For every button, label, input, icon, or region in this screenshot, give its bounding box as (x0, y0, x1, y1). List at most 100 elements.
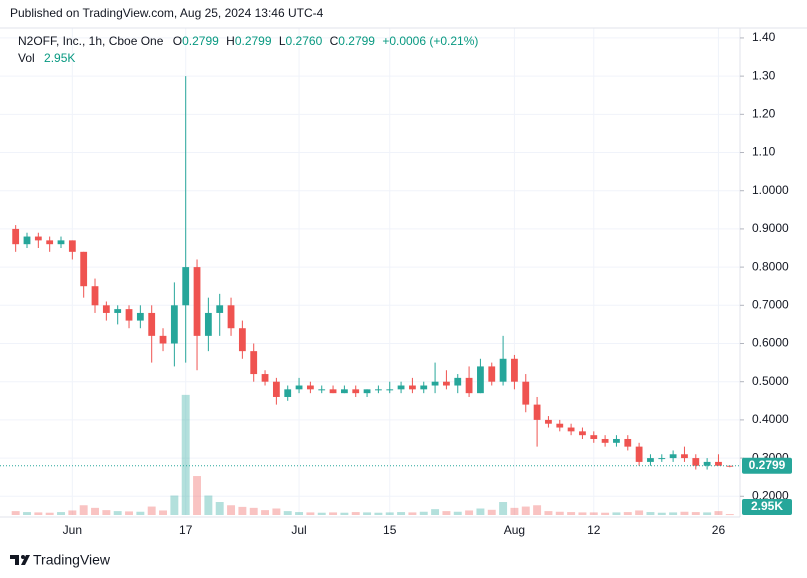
volume-bar (340, 512, 349, 515)
candle-body (34, 236, 42, 241)
candle-body (715, 461, 722, 466)
volume-bar (408, 512, 417, 515)
change: +0.0006 (+0.21%) (382, 34, 478, 48)
volume-bar (499, 502, 508, 515)
volume-bar (623, 512, 632, 515)
candle-body (465, 377, 473, 394)
candle-body (306, 385, 314, 390)
volume-bar (57, 512, 65, 515)
volume-bar (249, 507, 258, 515)
candle-body (613, 438, 620, 443)
y-tick-label: 0.7000 (752, 297, 789, 311)
candle-body (329, 389, 337, 394)
candle-body (443, 381, 450, 386)
x-tick-label: 26 (712, 523, 726, 537)
candle-body (204, 312, 212, 336)
vol-key: Vol (18, 51, 35, 65)
candle-body (669, 454, 677, 459)
h-key: H (226, 34, 235, 48)
volume-bar (419, 511, 428, 515)
volume-bar (193, 476, 202, 515)
volume-tag (742, 499, 792, 515)
y-tick-label: 0.4000 (752, 412, 789, 426)
candle-body (68, 240, 76, 252)
x-tick-label: 17 (179, 523, 193, 537)
price-tag (742, 457, 792, 474)
candle-body (363, 389, 371, 394)
h-val: 0.2799 (235, 34, 272, 48)
y-tick-label: 1.0000 (752, 183, 789, 197)
volume-bar (714, 511, 723, 515)
y-tick-label: 1.30 (752, 68, 776, 82)
candle-body (261, 374, 269, 382)
candle-body (272, 381, 280, 397)
volume-bar (669, 512, 678, 515)
x-tick-label: Jun (63, 523, 82, 537)
candle-body (386, 389, 394, 391)
volume-bar (374, 512, 383, 515)
volume-bar (521, 506, 530, 515)
candle-body (409, 385, 416, 390)
volume-bar (703, 512, 712, 515)
candle-body (23, 236, 31, 245)
volume-bar (215, 502, 224, 515)
candle-body (284, 389, 292, 397)
volume-bar (431, 509, 440, 515)
volume-bar (487, 509, 496, 515)
volume-bar (11, 511, 20, 515)
candle-body (397, 385, 405, 390)
candle-body (533, 404, 541, 420)
y-tick-label: 0.8000 (752, 259, 789, 273)
volume-bar (147, 506, 156, 515)
volume-bar (510, 507, 519, 515)
volume-bar (691, 512, 700, 515)
candle-body (477, 366, 484, 394)
x-tick-label: 12 (587, 523, 601, 537)
y-tick-label: 0.9000 (752, 221, 789, 235)
x-tick-label: Aug (504, 523, 525, 537)
volume-bar (329, 512, 338, 515)
volume-bar (170, 495, 179, 515)
volume-bar (465, 510, 474, 515)
volume-bar (102, 510, 111, 515)
volume-bar (79, 505, 88, 515)
x-tick-label: Jul (291, 523, 306, 537)
candle-body (216, 305, 224, 313)
candle-body (681, 454, 688, 459)
o-key: O (173, 34, 182, 48)
volume-bar (646, 512, 655, 515)
candle-body (170, 305, 178, 344)
candle-body (601, 438, 609, 443)
y-tick-label: 1.10 (752, 145, 776, 159)
volume-bar (578, 512, 587, 515)
candle-body (375, 389, 382, 391)
y-tick-label: 0.6000 (752, 336, 789, 350)
l-val: 0.2760 (286, 34, 323, 48)
candle-body (193, 267, 201, 336)
candle-body (91, 286, 99, 306)
candle-body (499, 358, 507, 382)
volume-bar (453, 511, 462, 515)
candle-body (159, 335, 167, 344)
candle-body (454, 377, 462, 386)
candle-body (567, 427, 575, 432)
candle-body (136, 312, 144, 321)
volume-bar (181, 394, 190, 515)
candle-body (125, 309, 133, 321)
volume-bar (283, 511, 292, 515)
volume-bar (159, 510, 167, 515)
brand: TradingView (33, 552, 111, 568)
price-tag-label: 0.2799 (749, 458, 786, 472)
candle-body (57, 240, 65, 245)
candle-body (352, 389, 360, 394)
volume-bar (680, 511, 689, 515)
volume-bar (657, 512, 666, 515)
o-val: 0.2799 (182, 34, 219, 48)
candle-body (545, 419, 552, 424)
candle-body (102, 305, 110, 313)
volume-bar (351, 512, 360, 515)
vol-val: 2.95K (44, 51, 75, 65)
volume-bar (385, 512, 394, 515)
